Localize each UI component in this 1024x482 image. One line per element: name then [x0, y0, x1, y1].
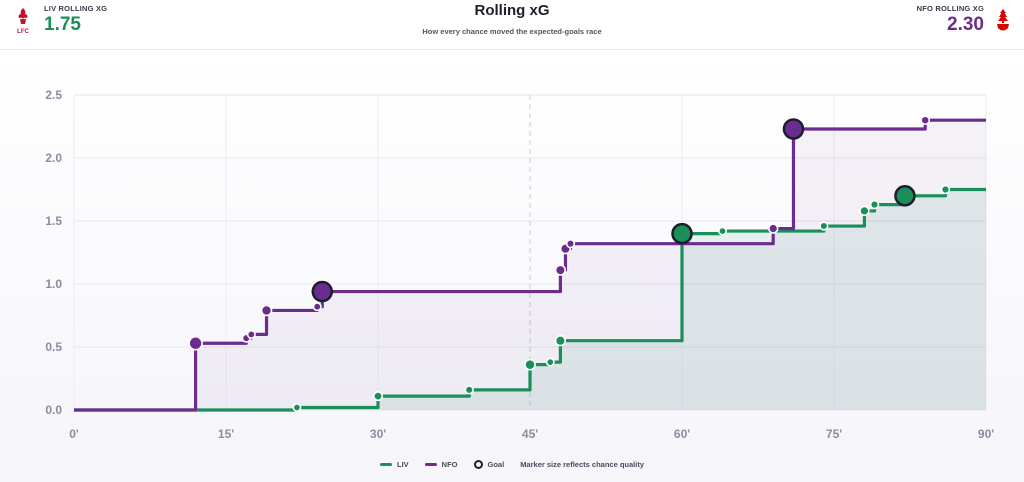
chance-marker-nfo	[767, 223, 779, 234]
series-line-liv	[74, 187, 986, 412]
x-tick-label: 0'	[69, 427, 79, 441]
legend-label-nfo: NFO	[441, 460, 458, 469]
y-tick-label: 2.5	[45, 88, 62, 102]
page-subtitle: How every chance moved the expected-goal…	[422, 27, 602, 36]
legend-label-liv: LIV	[397, 460, 409, 469]
chance-marker-liv	[292, 403, 302, 412]
legend-note-text: Marker size reflects chance quality	[520, 460, 644, 469]
chance-marker-liv	[545, 357, 555, 367]
chance-marker-nfo	[188, 335, 203, 351]
y-tick-label: 0.0	[45, 403, 62, 417]
chance-marker-liv	[524, 358, 536, 371]
goal-marker-nfo	[311, 280, 334, 303]
legend-label-goal: Goal	[487, 460, 505, 469]
legend-item-nfo: NFO	[424, 460, 458, 469]
y-tick-label: 2.0	[45, 151, 62, 165]
chance-marker-nfo	[312, 302, 322, 312]
chance-marker-liv	[464, 385, 474, 395]
chance-marker-liv	[869, 199, 880, 210]
svg-text:LFC: LFC	[17, 29, 29, 35]
scoreboard-header: LFC LIV ROLLING XG 1.75 Rolling xG How e…	[0, 0, 1024, 50]
x-tick-label: 15'	[218, 427, 234, 441]
goal-ring-icon	[473, 460, 483, 469]
x-tick-label: 90'	[978, 427, 994, 441]
chance-marker-liv	[940, 184, 951, 195]
home-xg-value: 1.75	[44, 14, 81, 35]
y-tick-label: 1.0	[45, 277, 62, 291]
x-tick-label: 60'	[674, 427, 690, 441]
chance-marker-liv	[718, 226, 727, 236]
page-title: Rolling xG	[474, 2, 550, 19]
legend-item-liv: LIV	[380, 460, 409, 469]
legend-swatch-nfo	[424, 463, 437, 466]
forest-crest-icon	[997, 9, 1009, 31]
legend-swatch-liv	[380, 463, 392, 466]
liverpool-crest-icon: LFC	[17, 8, 29, 35]
y-tick-label: 1.5	[45, 214, 62, 228]
goal-marker-nfo	[782, 118, 805, 140]
x-tick-label: 30'	[370, 427, 386, 441]
chart-legend: LIV NFO Goal Marker size reflects chance…	[0, 460, 1024, 469]
chance-marker-nfo	[554, 264, 567, 276]
away-xg-label: NFO ROLLING XG	[916, 4, 984, 13]
home-team-block: LFC LIV ROLLING XG 1.75	[14, 4, 107, 36]
legend-note: Marker size reflects chance quality	[520, 460, 644, 469]
chance-marker-nfo	[920, 115, 931, 126]
chance-marker-liv	[859, 205, 870, 217]
y-tick-label: 0.5	[45, 340, 62, 354]
area-nfo	[74, 120, 986, 410]
home-xg-label: LIV ROLLING XG	[44, 4, 108, 13]
goal-marker-liv	[671, 222, 693, 245]
chance-marker-liv	[819, 221, 829, 231]
x-tick-label: 45'	[522, 427, 538, 441]
x-tick-label: 75'	[826, 427, 842, 441]
chance-marker-nfo	[246, 329, 256, 339]
chance-marker-liv	[372, 391, 384, 402]
goal-marker-liv	[894, 185, 916, 207]
chance-marker-liv	[554, 335, 567, 347]
chance-marker-nfo	[565, 239, 576, 249]
legend-item-goal: Goal	[473, 460, 505, 469]
chance-marker-nfo	[260, 304, 273, 317]
away-team-block: NFO ROLLING XG 2.30	[917, 4, 1012, 36]
away-xg-value: 2.30	[947, 14, 984, 35]
